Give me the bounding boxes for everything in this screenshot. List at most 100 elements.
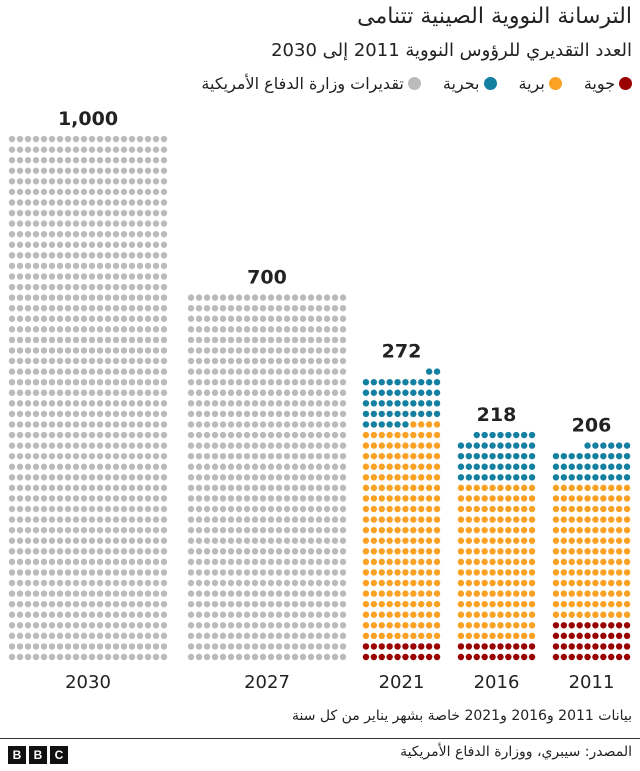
- dot: [235, 537, 243, 544]
- dot: [112, 474, 120, 481]
- dot: [615, 505, 623, 513]
- dot: [120, 304, 128, 312]
- dot: [489, 442, 496, 449]
- dot: [144, 389, 152, 396]
- dot: [592, 463, 599, 470]
- dot: [275, 431, 283, 439]
- dot: [283, 569, 291, 576]
- dot: [104, 590, 112, 597]
- dot: [40, 452, 48, 460]
- dot: [560, 653, 568, 661]
- dot: [64, 548, 72, 555]
- dot: [315, 442, 323, 449]
- dot: [291, 632, 299, 640]
- dot: [370, 622, 378, 629]
- dot: [120, 336, 128, 344]
- dot: [339, 558, 347, 566]
- dot: [584, 484, 591, 492]
- dot: [560, 484, 568, 492]
- dot: [418, 484, 425, 492]
- dot: [497, 632, 504, 640]
- dot: [136, 135, 144, 143]
- dot: [112, 220, 120, 227]
- dot: [243, 315, 251, 322]
- dot: [64, 220, 72, 227]
- dot: [112, 400, 120, 407]
- dot: [64, 463, 72, 470]
- dot: [195, 431, 203, 439]
- dot: [96, 632, 104, 640]
- dot: [187, 474, 195, 481]
- dot: [32, 400, 40, 407]
- dot: [160, 315, 168, 322]
- dot: [48, 199, 56, 206]
- dot: [136, 495, 144, 502]
- dot: [195, 304, 203, 312]
- dot: [144, 157, 152, 164]
- dot: [8, 632, 16, 640]
- bar-2011: [552, 442, 631, 661]
- dot: [203, 378, 211, 386]
- dot: [152, 590, 160, 597]
- dot: [608, 569, 615, 576]
- dot: [128, 315, 136, 322]
- dot: [32, 611, 40, 618]
- dot: [152, 294, 160, 301]
- dot: [144, 643, 152, 650]
- dot: [96, 400, 104, 407]
- dot: [48, 188, 56, 196]
- dot: [425, 600, 433, 608]
- dot: [219, 643, 227, 650]
- dot: [16, 336, 24, 344]
- dot: [48, 569, 56, 576]
- dot: [576, 474, 583, 481]
- dot: [160, 632, 168, 640]
- dot: [40, 484, 48, 492]
- dot: [144, 357, 152, 365]
- dot: [425, 452, 433, 460]
- dot: [144, 442, 152, 449]
- dot: [552, 548, 560, 555]
- dot: [80, 632, 88, 640]
- dot: [552, 600, 560, 608]
- dot: [386, 389, 393, 396]
- dot: [592, 558, 599, 566]
- dot: [227, 431, 235, 439]
- dot: [56, 579, 64, 587]
- dot: [144, 611, 152, 618]
- dot: [465, 569, 473, 576]
- dot: [267, 600, 275, 608]
- dot: [144, 431, 152, 439]
- dot: [136, 484, 144, 492]
- dot: [608, 526, 615, 534]
- dot: [307, 505, 315, 513]
- dot: [72, 410, 80, 418]
- dot: [418, 516, 425, 523]
- dot: [592, 569, 599, 576]
- dot: [370, 484, 378, 492]
- dot: [152, 188, 160, 196]
- dot: [235, 326, 243, 333]
- dot: [291, 452, 299, 460]
- dot: [339, 632, 347, 640]
- dot: [144, 252, 152, 259]
- dot: [88, 558, 96, 566]
- dot: [552, 516, 560, 523]
- dot: [615, 622, 623, 629]
- dot: [219, 421, 227, 428]
- dot: [243, 558, 251, 566]
- dot: [323, 484, 331, 492]
- dot: [32, 484, 40, 492]
- dot: [56, 558, 64, 566]
- dot: [32, 135, 40, 143]
- dot: [187, 611, 195, 618]
- dot: [307, 421, 315, 428]
- dot: [128, 505, 136, 513]
- dot: [394, 611, 401, 618]
- dot: [80, 135, 88, 143]
- dot: [275, 526, 283, 534]
- dot: [418, 537, 425, 544]
- dot: [104, 569, 112, 576]
- dot: [299, 442, 307, 449]
- dot: [96, 273, 104, 280]
